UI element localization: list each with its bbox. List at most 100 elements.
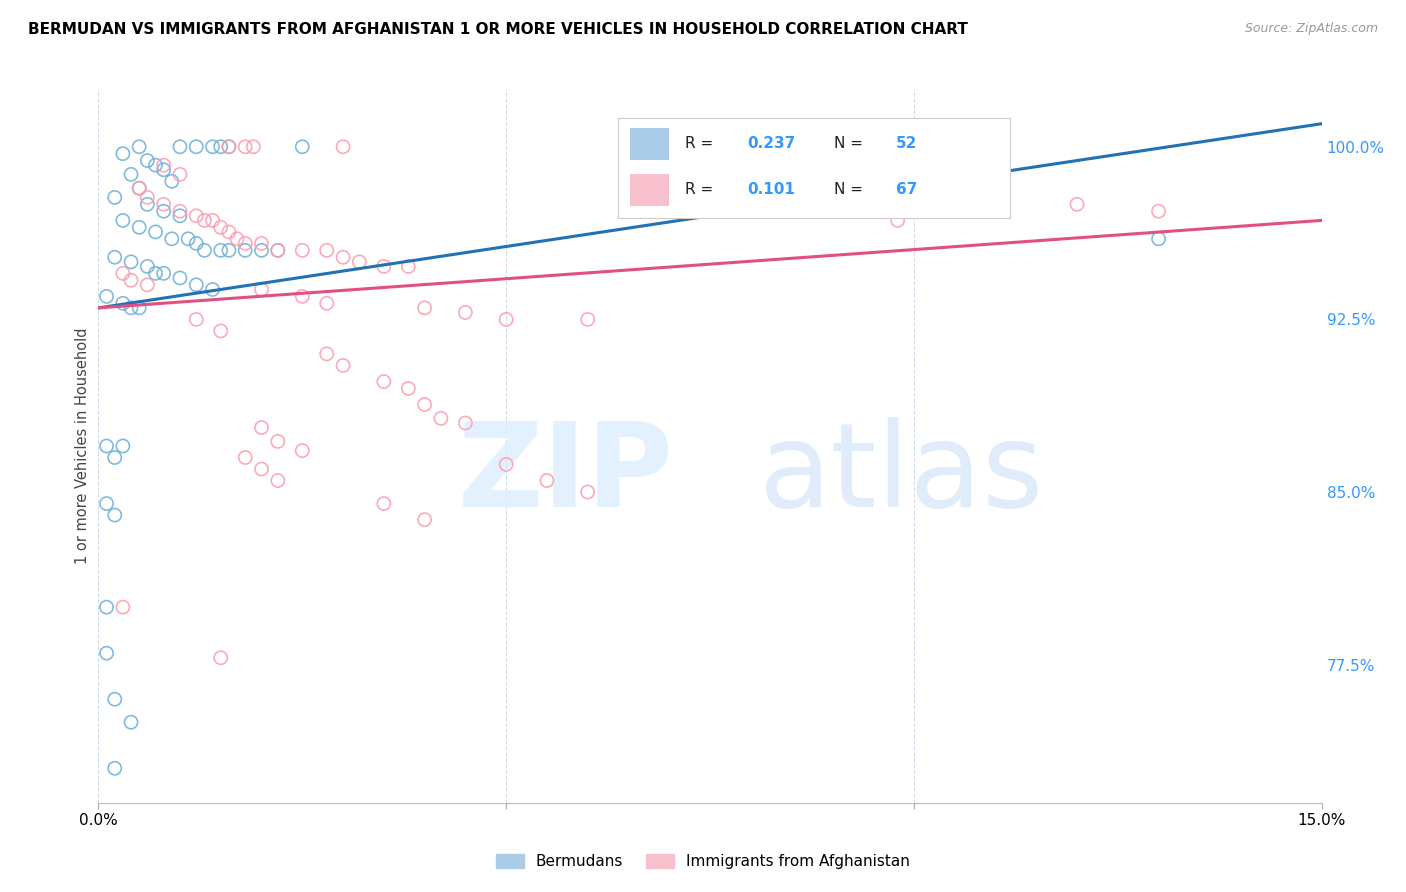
Point (576, 312, 599, 326)
Point (209, 244, 232, 258)
Point (209, 324, 232, 338)
Point (233, 140, 256, 154)
Point (536, 474, 558, 488)
Point (886, 213, 908, 227)
Point (315, 296, 337, 310)
Point (495, 458, 517, 472)
Point (128, 220, 150, 235)
Point (226, 232, 249, 246)
Point (201, 213, 224, 227)
Point (152, 204, 174, 219)
Point (315, 347, 337, 361)
Point (136, 197, 159, 211)
Point (218, 140, 240, 154)
Point (111, 296, 134, 310)
Point (250, 283, 273, 297)
Point (152, 162, 174, 177)
Point (104, 508, 127, 522)
Point (315, 244, 337, 258)
Point (160, 174, 183, 188)
Point (332, 250, 354, 264)
Point (242, 140, 264, 154)
Point (111, 213, 134, 227)
Point (120, 715, 142, 730)
Point (291, 289, 314, 303)
Point (576, 485, 599, 500)
Point (1147, 232, 1170, 246)
Point (120, 273, 142, 287)
Point (250, 244, 273, 258)
Point (903, 140, 925, 154)
Point (209, 220, 232, 235)
Point (186, 236, 208, 251)
Bar (630, 174, 669, 206)
Point (430, 411, 453, 425)
Point (233, 236, 256, 251)
Point (193, 213, 215, 227)
Bar (630, 128, 669, 160)
Point (120, 301, 142, 315)
Point (169, 209, 191, 223)
Point (96, 646, 118, 660)
Point (104, 692, 127, 706)
Point (128, 140, 150, 154)
Point (111, 439, 134, 453)
Point (96, 289, 118, 303)
Point (186, 277, 208, 292)
Point (267, 244, 290, 258)
Point (96, 439, 118, 453)
Point (396, 260, 419, 274)
Text: BERMUDAN VS IMMIGRANTS FROM AFGHANISTAN 1 OR MORE VEHICLES IN HOUSEHOLD CORRELAT: BERMUDAN VS IMMIGRANTS FROM AFGHANISTAN … (28, 22, 967, 37)
Point (104, 761, 127, 775)
Text: R =: R = (685, 136, 718, 152)
Point (250, 420, 273, 434)
Point (349, 255, 371, 269)
Text: N =: N = (834, 182, 868, 197)
Point (120, 167, 142, 181)
Text: Source: ZipAtlas.com: Source: ZipAtlas.com (1244, 22, 1378, 36)
Y-axis label: 1 or more Vehicles in Household: 1 or more Vehicles in Household (75, 327, 90, 565)
Text: ZIP: ZIP (457, 417, 673, 532)
Point (250, 462, 273, 476)
Point (332, 140, 354, 154)
Point (495, 312, 517, 326)
Point (413, 301, 436, 315)
Point (145, 225, 167, 239)
Point (136, 190, 159, 204)
Point (218, 225, 240, 239)
Point (373, 260, 395, 274)
Point (186, 312, 208, 326)
Point (169, 140, 191, 154)
Text: R =: R = (685, 182, 718, 197)
Point (291, 244, 314, 258)
Text: atlas: atlas (759, 417, 1045, 532)
Point (1066, 197, 1088, 211)
Point (218, 140, 240, 154)
Point (413, 398, 436, 412)
Text: 0.101: 0.101 (748, 182, 796, 197)
Point (152, 197, 174, 211)
Point (136, 153, 159, 168)
Point (291, 140, 314, 154)
Point (218, 244, 240, 258)
Point (233, 244, 256, 258)
Point (128, 301, 150, 315)
Legend: Bermudans, Immigrants from Afghanistan: Bermudans, Immigrants from Afghanistan (491, 848, 915, 875)
Point (136, 260, 159, 274)
Point (396, 381, 419, 395)
Point (145, 266, 167, 280)
Point (111, 266, 134, 280)
Point (233, 450, 256, 465)
Point (267, 434, 290, 449)
Point (250, 236, 273, 251)
Point (96, 497, 118, 511)
Point (821, 140, 844, 154)
Point (120, 255, 142, 269)
Text: 67: 67 (896, 182, 918, 197)
Text: 0.237: 0.237 (748, 136, 796, 152)
Point (169, 204, 191, 219)
Point (169, 271, 191, 285)
Point (454, 305, 477, 319)
Point (128, 181, 150, 195)
Point (104, 450, 127, 465)
